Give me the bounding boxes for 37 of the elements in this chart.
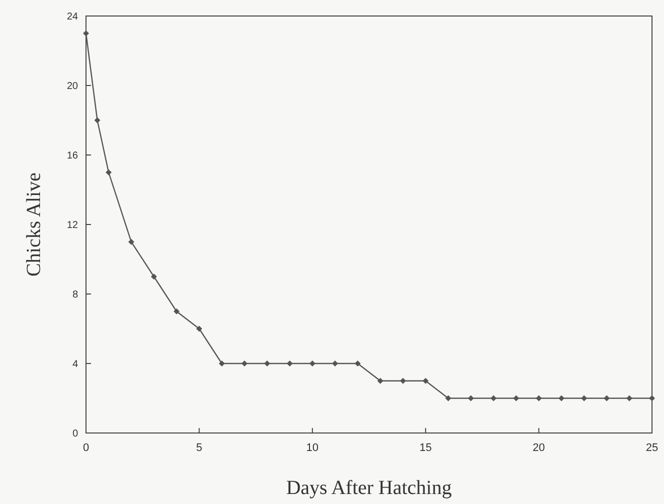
point [377, 378, 384, 384]
point [196, 326, 202, 332]
point [422, 378, 429, 384]
point [513, 395, 520, 402]
point [286, 360, 293, 366]
y-tick-label: 0 [72, 428, 78, 440]
y-tick-label: 20 [66, 81, 78, 92]
point [218, 360, 225, 366]
x-tick-label: 25 [646, 442, 658, 454]
y-axis-title: Chicks Alive [23, 172, 45, 276]
y-tick-label: 8 [72, 290, 78, 300]
point [354, 360, 361, 366]
point [536, 395, 542, 402]
x-tick-label: 0 [82, 442, 90, 454]
x-tick-label: 10 [306, 442, 319, 454]
point [150, 274, 157, 280]
point [490, 395, 497, 402]
point [626, 395, 632, 402]
point [445, 395, 452, 402]
y-tick-label: 12 [66, 220, 78, 231]
point [106, 169, 112, 176]
point [604, 395, 610, 402]
point [558, 395, 564, 402]
y-tick-label: 24 [66, 12, 78, 22]
point [94, 117, 100, 124]
x-axis-title: Days After Hatching [286, 477, 452, 499]
x-tick-label: 5 [196, 442, 202, 454]
point [468, 395, 474, 402]
y-tick-label: 4 [72, 359, 78, 370]
point [581, 395, 588, 402]
x-tick-label: 15 [419, 442, 432, 454]
point [174, 308, 180, 314]
point [128, 238, 134, 245]
point [649, 395, 655, 402]
x-tick-label: 20 [532, 442, 545, 454]
point [83, 30, 89, 36]
y-tick-label: 16 [66, 150, 78, 162]
